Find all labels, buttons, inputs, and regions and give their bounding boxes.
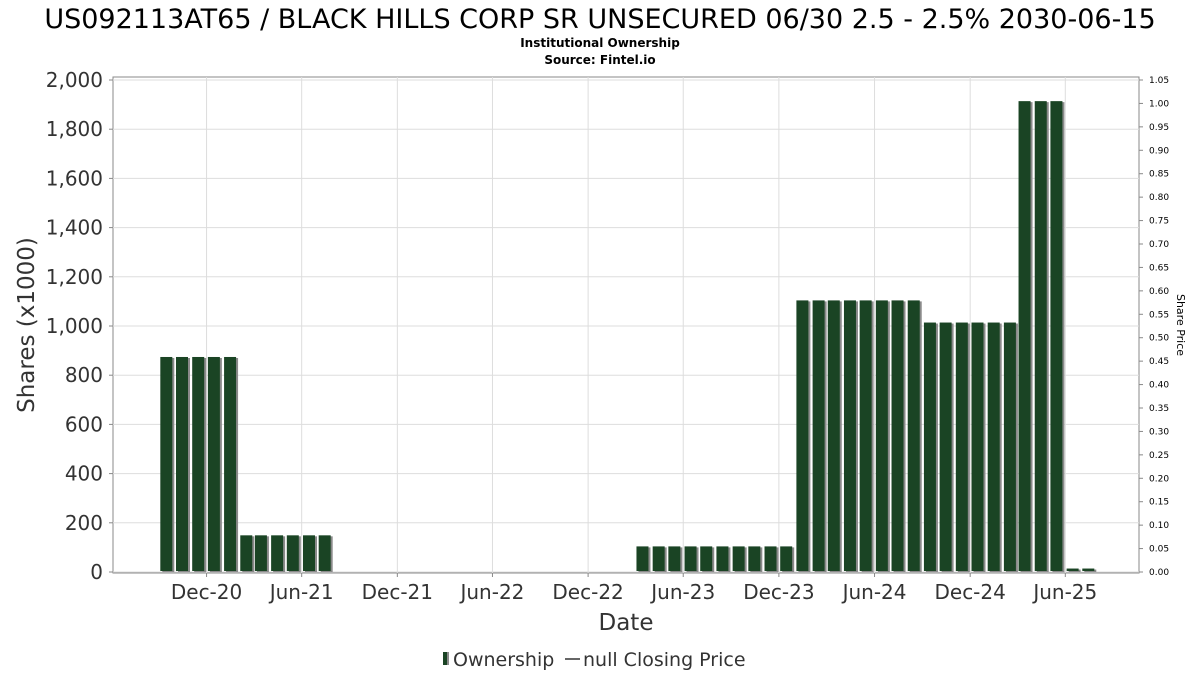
- y2-tick-label: 0.95: [1149, 123, 1169, 133]
- x-tick-label: Dec-24: [934, 580, 1005, 604]
- bar: [1082, 568, 1095, 571]
- bar: [955, 322, 968, 571]
- y2-tick-label: 0.10: [1149, 521, 1169, 531]
- y-axis-ticks: 0 200 400 600 800 1,000 1,200 1,400 1,600 1,800 2,…: [46, 68, 113, 584]
- legend-ownership-swatch: [443, 652, 447, 665]
- x-tick-label: Jun-23: [649, 580, 715, 604]
- bar: [160, 356, 173, 571]
- legend-ownership-swatch-shadow: [447, 652, 449, 665]
- y2-tick-label: 0.30: [1149, 427, 1169, 437]
- x-axis-ticks: Dec-20 Jun-21 Dec-21 Jun-22 Dec-22 Jun-23 Dec-…: [171, 573, 1097, 604]
- bar: [192, 356, 205, 571]
- bar: [286, 535, 299, 571]
- y-tick-label: 1,000: [46, 314, 103, 338]
- y2-tick-label: 1.05: [1149, 76, 1169, 86]
- bar: [923, 322, 936, 571]
- x-tick-label: Jun-22: [458, 580, 524, 604]
- bar: [684, 546, 697, 571]
- bar: [971, 322, 984, 571]
- bar: [175, 356, 188, 571]
- y2-tick-label: 0.80: [1149, 193, 1169, 203]
- y-tick-label: 600: [65, 412, 103, 436]
- y2-tick-label: 0.70: [1149, 240, 1169, 250]
- y2-tick-label: 0.00: [1149, 568, 1169, 578]
- bar: [303, 535, 316, 571]
- bar: [1003, 322, 1016, 571]
- x-tick-label: Dec-20: [171, 580, 242, 604]
- bar: [1050, 101, 1063, 571]
- x-tick-label: Jun-21: [268, 580, 334, 604]
- bar: [700, 546, 713, 571]
- x-axis-label: Date: [599, 610, 654, 636]
- bar: [1018, 101, 1031, 571]
- bar: [1066, 568, 1079, 571]
- legend: Ownership null Closing Price: [443, 649, 746, 671]
- bar: [891, 300, 904, 571]
- bar: [636, 546, 649, 571]
- y2-tick-label: 0.35: [1149, 404, 1169, 414]
- bar: [271, 535, 284, 571]
- bar: [207, 356, 220, 571]
- bar: [764, 546, 777, 571]
- bar: [254, 535, 267, 571]
- chart-title: US092113AT65 / BLACK HILLS CORP SR UNSEC…: [44, 4, 1155, 35]
- y-tick-label: 200: [65, 511, 103, 535]
- bar: [907, 300, 920, 571]
- y2-tick-label: 0.55: [1149, 310, 1169, 320]
- bar: [987, 322, 1000, 571]
- bar: [859, 300, 872, 571]
- bar: [748, 546, 761, 571]
- y-tick-label: 0: [90, 560, 103, 584]
- x-tick-label: Dec-22: [552, 580, 623, 604]
- y-tick-label: 2,000: [46, 68, 103, 92]
- y-tick-label: 800: [65, 363, 103, 387]
- bar: [875, 300, 888, 571]
- y2-tick-label: 0.20: [1149, 474, 1169, 484]
- chart-source: Source: Fintel.io: [544, 53, 655, 67]
- ownership-bars: [160, 101, 1097, 572]
- x-tick-label: Dec-23: [743, 580, 814, 604]
- bar: [652, 546, 665, 571]
- bar: [812, 300, 825, 571]
- y2-tick-label: 0.50: [1149, 334, 1169, 344]
- y2-tick-label: 1.00: [1149, 99, 1169, 109]
- y2-tick-label: 0.90: [1149, 146, 1169, 156]
- bar: [1034, 101, 1047, 571]
- x-tick-label: Dec-21: [362, 580, 433, 604]
- y2-tick-label: 0.05: [1149, 545, 1169, 555]
- bar: [843, 300, 856, 571]
- bar: [668, 546, 681, 571]
- y2-tick-label: 0.40: [1149, 381, 1169, 391]
- y2-tick-label: 0.75: [1149, 217, 1169, 227]
- bar: [796, 300, 809, 571]
- chart-subtitle: Institutional Ownership: [520, 36, 680, 50]
- y2-tick-label: 0.85: [1149, 170, 1169, 180]
- bar: [780, 546, 793, 571]
- bar: [224, 356, 237, 571]
- x-tick-label: Jun-24: [841, 580, 907, 604]
- bar: [240, 535, 253, 571]
- bar: [827, 300, 840, 571]
- bar: [716, 546, 729, 571]
- y2-tick-label: 0.65: [1149, 263, 1169, 273]
- y2-tick-label: 0.25: [1149, 451, 1169, 461]
- y-tick-label: 1,600: [46, 166, 103, 190]
- bar: [732, 546, 745, 571]
- y-axis-label: Shares (x1000): [14, 237, 40, 413]
- y2-axis-ticks: 0.00 0.05 0.10 0.15 0.20 0.25 0.30 0.35 0.40 0.45…: [1139, 76, 1169, 578]
- legend-ownership-label: Ownership: [453, 649, 554, 671]
- y-tick-label: 400: [65, 462, 103, 486]
- x-tick-label: Jun-25: [1031, 580, 1097, 604]
- y-tick-label: 1,800: [46, 117, 103, 141]
- y2-tick-label: 0.60: [1149, 287, 1169, 297]
- bar: [318, 535, 331, 571]
- legend-price-label: null Closing Price: [583, 649, 746, 671]
- y-tick-label: 1,200: [46, 265, 103, 289]
- y-tick-label: 1,400: [46, 216, 103, 240]
- y2-tick-label: 0.45: [1149, 357, 1169, 367]
- y2-axis-label: Share Price: [1174, 294, 1187, 356]
- bar: [939, 322, 952, 571]
- y2-tick-label: 0.15: [1149, 498, 1169, 508]
